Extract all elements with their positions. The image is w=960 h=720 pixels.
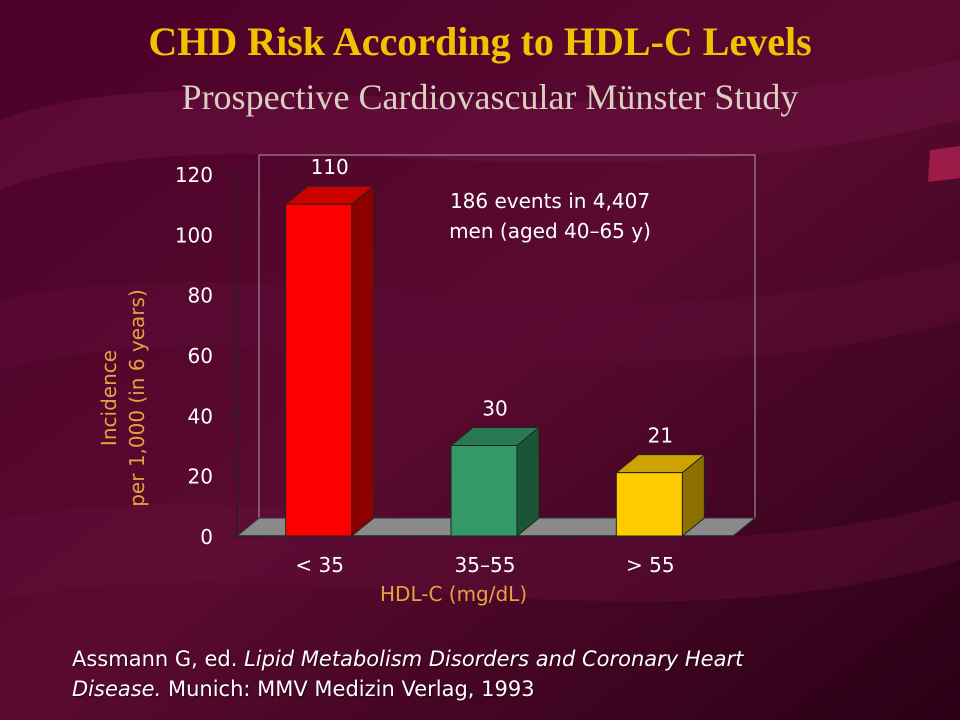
citation-publisher: Munich: MMV Medizin Verlag, 1993 [167,677,535,701]
y-tick-label: 60 [188,344,213,368]
bar-data-label: 30 [482,397,507,421]
x-axis-label: HDL-C (mg/dL) [380,582,528,606]
slide-title: CHD Risk According to HDL-C Levels [148,19,812,64]
bar-side [516,426,540,538]
y-axis-label-line-1: Incidence [97,349,121,447]
y-tick-label: 40 [188,404,213,428]
y-tick-label: 120 [175,163,213,187]
y-tick-label: 0 [200,525,213,549]
bar [285,203,353,537]
chart-annotation: 186 events in 4,407 men (aged 40–65 y) [400,186,700,246]
bar-data-label: 21 [648,424,673,448]
x-tick-label: > 55 [626,553,675,577]
citation-title-part-2: Disease. [72,677,162,701]
slide-subtitle: Prospective Cardiovascular Münster Study [181,77,799,117]
annotation-line-1: 186 events in 4,407 [449,189,651,213]
bar-side [351,185,375,538]
y-tick-label: 80 [188,284,213,308]
bar-data-label: 110 [311,155,349,179]
citation-title-part-1: Lipid Metabolism Disorders and Coronary … [244,647,744,671]
citation: Assmann G, ed. Lipid Metabolism Disorder… [72,644,952,704]
bar [615,472,683,537]
y-axis-label-line-2: per 1,000 (in 6 years) [125,289,149,507]
y-axis-label: Incidence per 1,000 (in 6 years) [95,248,155,548]
annotation-line-2: men (aged 40–65 y) [449,219,651,243]
citation-author: Assmann G, ed. [72,647,238,671]
y-tick-label: 20 [188,465,213,489]
bar [450,445,518,537]
y-tick-label: 100 [175,223,213,247]
x-tick-label: 35–55 [455,553,516,577]
x-tick-label: < 35 [295,553,344,577]
